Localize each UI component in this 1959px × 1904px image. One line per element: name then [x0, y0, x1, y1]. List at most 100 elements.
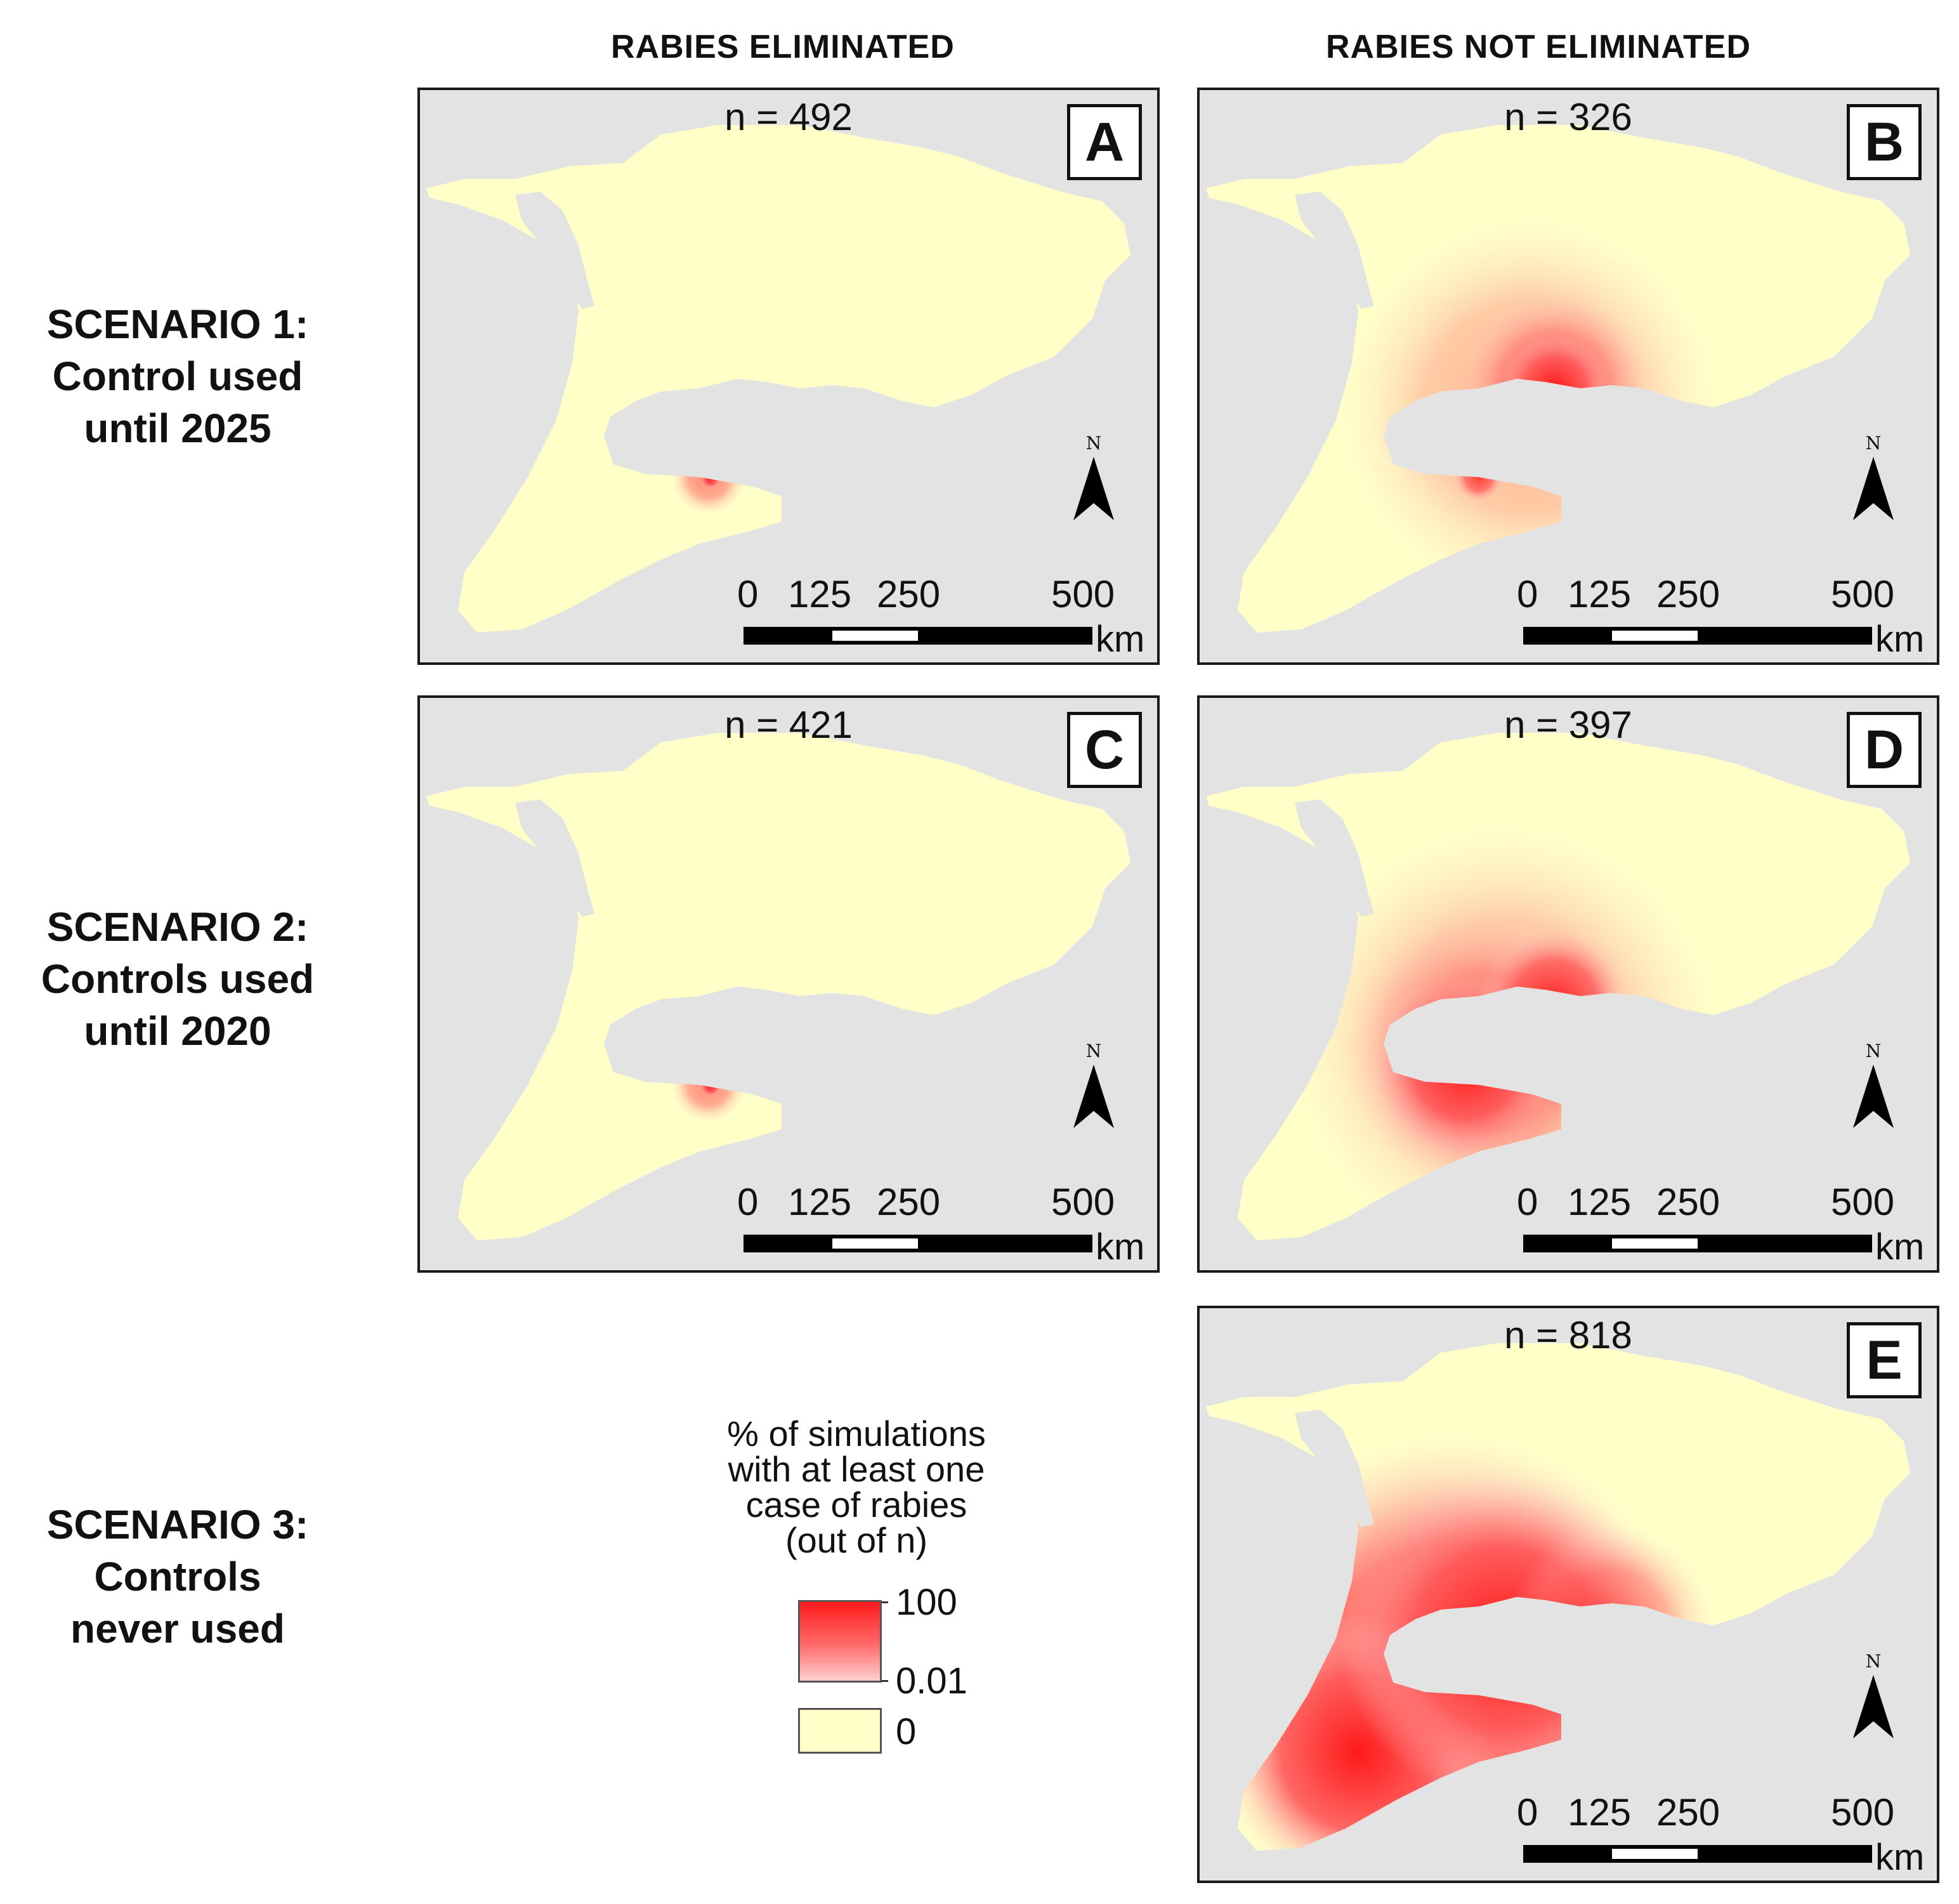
- scale-segment: [1612, 1845, 1698, 1863]
- rabies-hotspot: [699, 467, 722, 490]
- bay-water: [1295, 1410, 1374, 1527]
- row-label-line: Controls: [94, 1554, 261, 1599]
- rabies-risk-layer: [1339, 217, 1720, 598]
- bay-water: [1295, 192, 1374, 309]
- scale-unit: km: [1875, 1226, 1925, 1268]
- scale-segment: [1698, 1235, 1872, 1252]
- rabies-hotspot: [1510, 1524, 1713, 1727]
- north-label: N: [1865, 1041, 1882, 1061]
- map-graphic: [426, 125, 1130, 633]
- legend-title: % of simulations with at least one case …: [727, 1414, 986, 1560]
- scale-segment: [744, 627, 832, 645]
- north-arrow-icon: N: [1848, 1651, 1899, 1746]
- north-arrow-icon: N: [1848, 1041, 1899, 1136]
- scale-tick-label: 500: [1831, 1181, 1895, 1223]
- simulation-count: n = 397: [1504, 704, 1632, 746]
- map-panel-e: n = 818 E N 0 125 250 500 km: [1197, 1306, 1939, 1883]
- scale-segment: [832, 627, 918, 645]
- scale-segment: [744, 1235, 832, 1252]
- panel-letter: D: [1847, 712, 1922, 788]
- scale-tick-label: 0: [737, 573, 759, 615]
- scale-segment: [1523, 1845, 1612, 1863]
- north-label: N: [1865, 1651, 1882, 1672]
- simulation-count: n = 326: [1504, 96, 1632, 138]
- rabies-risk-layer: [671, 439, 747, 515]
- scale-bar: 0 125 250 500 km: [737, 572, 1156, 660]
- scale-segment: [1698, 1845, 1872, 1863]
- row-label-line: Controls used: [41, 956, 315, 1002]
- legend: % of simulations with at least one case …: [691, 1414, 1021, 1754]
- scale-tick-label: 125: [1568, 1181, 1632, 1223]
- north-label: N: [1085, 1041, 1102, 1061]
- row-label-scenario-1: SCENARIO 1: Control used until 2025: [0, 298, 355, 454]
- scale-segment: [1698, 627, 1872, 645]
- row-label-scenario-2: SCENARIO 2: Controls used until 2020: [0, 901, 355, 1057]
- map-panel-b: n = 326 B N 0 125 250 500 km: [1197, 88, 1939, 665]
- scale-tick-label: 250: [1656, 573, 1720, 615]
- scale-tick-label: 0: [1517, 1181, 1538, 1223]
- row-label-line: until 2025: [84, 405, 272, 451]
- bay-water: [515, 192, 594, 309]
- rabies-hotspot: [1339, 217, 1720, 598]
- map-graphic: [1206, 1343, 1910, 1851]
- scale-unit: km: [1875, 1837, 1925, 1878]
- legend-tick: [882, 1680, 888, 1682]
- scale-segment: [1612, 627, 1698, 645]
- rabies-hotspot: [671, 1047, 747, 1123]
- panel-letter: A: [1067, 104, 1142, 180]
- scale-segment: [1523, 627, 1612, 645]
- rabies-hotspot: [1453, 452, 1504, 502]
- panel-letter: C: [1067, 712, 1142, 788]
- rabies-hotspot: [1498, 331, 1612, 445]
- rabies-hotspot: [699, 1075, 722, 1098]
- bay-water: [1295, 799, 1374, 917]
- north-arrow-icon: N: [1068, 1041, 1119, 1136]
- scale-unit: km: [1875, 619, 1925, 660]
- north-arrow-glyph: [1853, 1675, 1894, 1738]
- rabies-risk-layer: [671, 1047, 747, 1123]
- legend-zero-label: 0: [896, 1711, 917, 1752]
- scale-tick-label: 0: [1517, 1791, 1538, 1834]
- bay-water: [515, 799, 594, 917]
- scale-bar: 0 125 250 500 km: [1517, 1790, 1936, 1878]
- scale-tick-label: 500: [1831, 573, 1895, 615]
- scale-tick-label: 125: [788, 1181, 852, 1223]
- simulation-count: n = 492: [724, 96, 853, 138]
- scale-segment: [832, 1235, 918, 1252]
- panel-letter: B: [1847, 104, 1922, 180]
- north-arrow-icon: N: [1068, 433, 1119, 528]
- legend-zero-swatch: [798, 1708, 882, 1754]
- row-label-line: until 2020: [84, 1008, 272, 1054]
- row-label-line: SCENARIO 1:: [46, 301, 309, 347]
- north-arrow-glyph: [1853, 457, 1894, 520]
- scale-tick-label: 125: [1568, 1791, 1632, 1834]
- scale-bar: 0 125 250 500 km: [1517, 572, 1936, 660]
- land-area: [426, 733, 1130, 1240]
- rabies-hotspot: [1479, 926, 1631, 1079]
- scale-segment: [1523, 1235, 1612, 1252]
- rabies-hotspot: [1339, 1473, 1669, 1803]
- simulation-count: n = 421: [724, 704, 853, 746]
- map-panel-a: n = 492 A N 0 125 250 500 km: [417, 88, 1160, 665]
- map-graphic: [1206, 125, 1910, 633]
- row-label-line: SCENARIO 3:: [46, 1502, 309, 1547]
- column-header-not-eliminated: RABIES NOT ELIMINATED: [1326, 29, 1752, 65]
- legend-max-label: 100: [896, 1582, 957, 1623]
- scale-bar: 0 125 250 500 km: [1517, 1180, 1936, 1268]
- column-header-eliminated: RABIES ELIMINATED: [611, 29, 955, 65]
- row-label-line: never used: [70, 1606, 285, 1651]
- scale-tick-label: 250: [1656, 1791, 1720, 1834]
- rabies-hotspot: [671, 439, 747, 515]
- scale-segment: [918, 627, 1092, 645]
- north-arrow-glyph: [1073, 1065, 1114, 1128]
- scale-tick-label: 250: [1656, 1181, 1720, 1223]
- land-area: [426, 125, 1130, 633]
- scale-tick-label: 125: [788, 573, 852, 615]
- scale-tick-label: 0: [737, 1181, 759, 1223]
- scale-tick-label: 500: [1051, 1181, 1115, 1223]
- scale-unit: km: [1096, 619, 1145, 660]
- row-label-line: SCENARIO 2:: [46, 904, 309, 950]
- scale-segment: [1612, 1235, 1698, 1252]
- rabies-hotspot: [1371, 971, 1561, 1161]
- map-graphic: [1206, 733, 1910, 1240]
